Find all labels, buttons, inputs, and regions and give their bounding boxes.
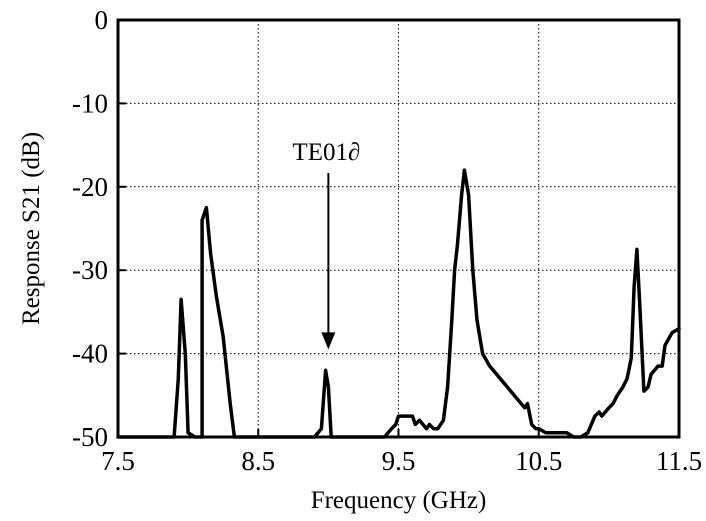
x-axis-title: Frequency (GHz): [311, 487, 487, 514]
y-tick-label: -40: [72, 339, 108, 369]
x-tick-label: 9.5: [382, 446, 416, 476]
x-tick-label: 7.5: [101, 446, 135, 476]
y-tick-label: -50: [72, 422, 108, 452]
y-axis-title: Response S21 (dB): [18, 132, 45, 325]
x-tick-label: 11.5: [656, 446, 702, 476]
y-tick-label: 0: [95, 5, 109, 35]
y-tick-label: -10: [72, 88, 108, 118]
annotation-arrow-head: [321, 332, 336, 350]
y-tick-label: -30: [72, 255, 108, 285]
x-tick-label: 10.5: [515, 446, 562, 476]
x-tick-label: 8.5: [241, 446, 275, 476]
te01-annotation: TE01∂: [292, 139, 360, 350]
grid-lines: [118, 20, 679, 437]
response-s21-line: [116, 168, 681, 439]
annotation-label: TE01∂: [292, 139, 360, 166]
y-tick-label: -20: [72, 172, 108, 202]
tick-labels: 7.5 8.5 9.5 10.5 11.5 0 -10 -20 -30 -40 -50: [72, 5, 702, 476]
